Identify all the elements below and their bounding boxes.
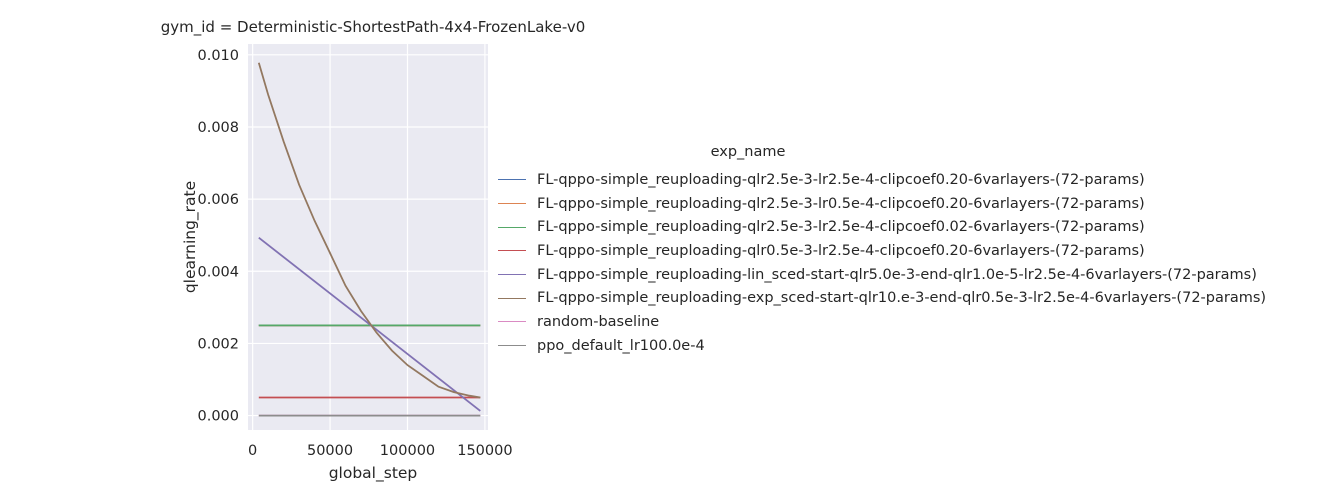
y-tick-label: 0.010 [197,48,239,64]
legend-swatch [498,345,526,347]
legend-label: ppo_default_lr100.0e-4 [537,337,705,354]
legend-swatch [498,250,526,252]
legend-items: FL-qppo-simple_reuploading-qlr2.5e-3-lr2… [498,168,1318,358]
legend-label: random-baseline [537,313,660,330]
plot-area [248,44,488,430]
legend-swatch [498,297,526,299]
legend: exp_name FL-qppo-simple_reuploading-qlr2… [498,144,1318,358]
legend-swatch [498,203,526,205]
legend-item: ppo_default_lr100.0e-4 [498,334,1318,358]
legend-label: FL-qppo-simple_reuploading-qlr0.5e-3-lr2… [537,242,1145,259]
y-axis-label: qlearning_rate [181,181,200,293]
y-tick-label: 0.000 [197,409,239,425]
axis-ticks: 0 50000 100000 150000 0.000 0.002 0.004 0.006 0.… [197,48,512,459]
legend-label: FL-qppo-simple_reuploading-lin_sced-star… [537,266,1257,283]
y-tick-label: 0.008 [197,120,239,136]
legend-label: FL-qppo-simple_reuploading-qlr2.5e-3-lr2… [537,219,1145,236]
legend-swatch [498,179,526,181]
legend-item: random-baseline [498,310,1318,334]
x-tick-label: 150000 [457,443,512,459]
x-tick-label: 0 [248,443,257,459]
legend-item: FL-qppo-simple_reuploading-lin_sced-star… [498,263,1318,287]
legend-item: FL-qppo-simple_reuploading-exp_sced-star… [498,286,1318,310]
x-tick-label: 100000 [380,443,435,459]
legend-swatch [498,226,526,228]
legend-item: FL-qppo-simple_reuploading-qlr2.5e-3-lr2… [498,168,1318,192]
legend-item: FL-qppo-simple_reuploading-qlr0.5e-3-lr2… [498,239,1318,263]
series-lines [257,62,481,417]
legend-label: FL-qppo-simple_reuploading-qlr2.5e-3-lr2… [537,171,1145,188]
legend-swatch [498,274,526,276]
x-axis-label: global_step [329,464,418,483]
x-tick-label: 50000 [307,443,353,459]
y-tick-label: 0.004 [197,264,239,280]
y-tick-label: 0.006 [197,192,239,208]
legend-item: FL-qppo-simple_reuploading-qlr2.5e-3-lr2… [498,215,1318,239]
legend-item: FL-qppo-simple_reuploading-qlr2.5e-3-lr0… [498,192,1318,216]
grid [248,44,488,430]
y-tick-label: 0.002 [197,336,239,352]
legend-swatch [498,321,526,323]
series-line-6 [257,62,481,399]
legend-label: FL-qppo-simple_reuploading-qlr2.5e-3-lr0… [537,195,1145,212]
legend-label: FL-qppo-simple_reuploading-exp_sced-star… [537,290,1267,307]
chart-title: gym_id = Deterministic-ShortestPath-4x4-… [161,18,586,37]
legend-title: exp_name [710,144,786,160]
